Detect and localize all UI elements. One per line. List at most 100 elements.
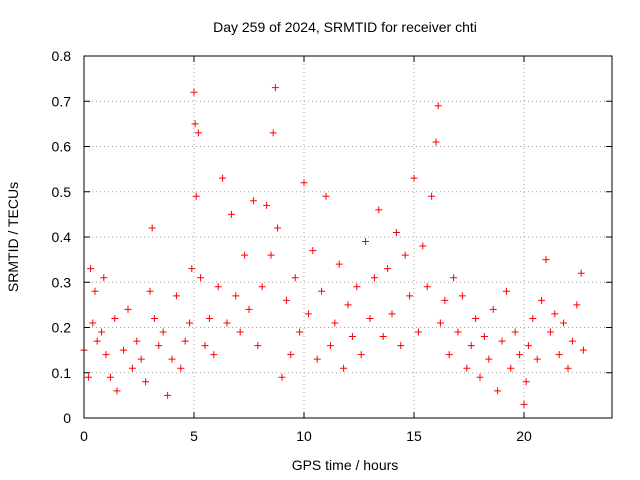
x-tick-label: 0 [80, 428, 88, 444]
data-point [344, 301, 352, 309]
data-point [241, 251, 249, 259]
data-point [89, 319, 97, 327]
data-point [577, 269, 585, 277]
y-tick-label: 0.7 [52, 93, 72, 109]
data-point [258, 283, 266, 291]
data-point [579, 346, 587, 354]
data-point [542, 256, 550, 264]
data-point [197, 274, 205, 282]
data-point [353, 283, 361, 291]
data-point [300, 179, 308, 187]
data-point [227, 210, 235, 218]
y-tick-label: 0.5 [52, 184, 72, 200]
data-point [102, 351, 110, 359]
data-point [210, 351, 218, 359]
data-point [191, 120, 199, 128]
y-tick-label: 0.4 [52, 229, 72, 245]
data-point [219, 174, 227, 182]
data-point [463, 364, 471, 372]
data-point [150, 314, 158, 322]
data-point [128, 364, 136, 372]
data-point [560, 319, 568, 327]
data-point [458, 292, 466, 300]
data-point [159, 328, 167, 336]
data-point [450, 274, 458, 282]
data-point [331, 319, 339, 327]
data-point [401, 251, 409, 259]
data-point [269, 129, 277, 137]
chart-title: Day 259 of 2024, SRMTID for receiver cht… [213, 19, 477, 35]
data-point [309, 247, 317, 255]
data-point [520, 400, 528, 408]
axis-ticks: 0 0.1 0.2 0.3 0.4 0.5 0.6 0.7 0.8 0 5 10 15 20 [52, 48, 612, 444]
data-point [573, 301, 581, 309]
data-point [188, 265, 196, 273]
data-point [106, 373, 114, 381]
data-point [507, 364, 515, 372]
data-point [384, 265, 392, 273]
data-point [168, 355, 176, 363]
data-point [137, 355, 145, 363]
data-point [555, 351, 563, 359]
data-point [87, 265, 95, 273]
x-tick-label: 15 [406, 428, 422, 444]
data-point [441, 296, 449, 304]
grid [84, 56, 612, 418]
data-point [205, 314, 213, 322]
data-point [428, 192, 436, 200]
data-point [423, 283, 431, 291]
data-point [296, 328, 304, 336]
data-point [370, 274, 378, 282]
data-point [516, 351, 524, 359]
data-point [249, 197, 257, 205]
data-point [568, 337, 576, 345]
data-point [551, 310, 559, 318]
data-point [522, 378, 530, 386]
data-point [91, 287, 99, 295]
data-point [113, 387, 121, 395]
data-point [467, 342, 475, 350]
data-point [186, 319, 194, 327]
data-point [201, 342, 209, 350]
data-point [271, 84, 279, 92]
y-tick-label: 0.8 [52, 48, 72, 64]
data-point [511, 328, 519, 336]
data-point [124, 305, 132, 313]
data-point [98, 328, 106, 336]
data-point [375, 206, 383, 214]
data-point [414, 328, 422, 336]
x-tick-label: 20 [516, 428, 532, 444]
data-point [529, 314, 537, 322]
data-point [498, 337, 506, 345]
data-point [214, 283, 222, 291]
data-point [291, 274, 299, 282]
data-point [148, 224, 156, 232]
data-point [546, 328, 554, 336]
data-point [454, 328, 462, 336]
data-point [192, 192, 200, 200]
data-point [335, 260, 343, 268]
data-point [357, 351, 365, 359]
data-point [362, 238, 370, 246]
data-point [480, 333, 488, 341]
data-point [146, 287, 154, 295]
x-tick-label: 5 [190, 428, 198, 444]
data-point [172, 292, 180, 300]
y-tick-label: 0.3 [52, 274, 72, 290]
data-point [254, 342, 262, 350]
data-point [164, 391, 172, 399]
data-point [489, 305, 497, 313]
data-point [133, 337, 141, 345]
data-point [322, 192, 330, 200]
data-point [236, 328, 244, 336]
y-tick-label: 0.2 [52, 320, 72, 336]
y-tick-label: 0.6 [52, 139, 72, 155]
x-tick-label: 10 [296, 428, 312, 444]
data-point [436, 319, 444, 327]
data-point [111, 314, 119, 322]
data-point [388, 310, 396, 318]
data-point [538, 296, 546, 304]
data-point [120, 346, 128, 354]
